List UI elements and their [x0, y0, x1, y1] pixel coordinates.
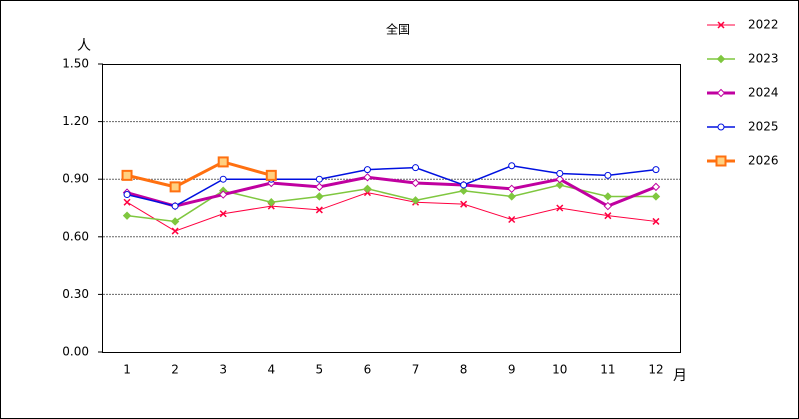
point [603, 192, 613, 201]
point [411, 178, 420, 188]
point [555, 180, 564, 190]
legend-label: 2022 [748, 18, 779, 32]
point [651, 192, 661, 201]
x-tick-label: 2 [171, 363, 179, 377]
point [508, 162, 516, 170]
point [315, 206, 323, 214]
point [411, 196, 420, 205]
series-line [126, 164, 657, 207]
point [507, 184, 516, 194]
point [652, 166, 660, 174]
y-axis-label: 人 [77, 38, 91, 54]
legend-marker [717, 123, 725, 131]
legend-marker [716, 54, 726, 64]
point [604, 212, 612, 220]
point [363, 173, 372, 182]
y-tick-label: 1.20 [62, 114, 89, 128]
legend-label: 2026 [748, 154, 779, 168]
point [265, 169, 277, 181]
point [604, 171, 612, 179]
point [556, 169, 564, 177]
point [363, 166, 371, 174]
point [267, 198, 276, 207]
point [123, 198, 131, 206]
point [219, 175, 227, 183]
point [412, 164, 420, 172]
point [652, 217, 660, 225]
legend-label: 2024 [748, 86, 779, 100]
x-axis-label: 月 [673, 368, 687, 384]
point [507, 192, 516, 201]
y-tick-label: 0.30 [62, 287, 89, 301]
point [219, 210, 227, 218]
point [508, 215, 516, 224]
point [315, 175, 323, 183]
legend-marker [716, 88, 726, 98]
point [556, 204, 564, 212]
point [170, 217, 180, 226]
series-line [126, 192, 657, 232]
point [363, 184, 372, 194]
point [460, 181, 468, 189]
x-tick-label: 6 [364, 363, 372, 377]
point [460, 200, 468, 208]
x-tick-label: 11 [600, 363, 615, 377]
legend-label: 2023 [748, 52, 779, 66]
x-tick-label: 1 [123, 363, 131, 377]
point [555, 174, 564, 184]
point [315, 182, 324, 192]
point [123, 191, 131, 199]
point [459, 186, 468, 195]
x-tick-label: 3 [219, 363, 227, 377]
point [122, 211, 132, 220]
y-tick-label: 0.60 [62, 229, 89, 243]
y-tick-label: 0.90 [62, 172, 89, 186]
point [171, 202, 179, 210]
x-tick-label: 9 [508, 363, 516, 377]
plot-area [102, 64, 681, 353]
legend-marker [715, 155, 727, 167]
series-line [126, 175, 657, 208]
x-tick-label: 7 [412, 363, 420, 377]
y-tick-label: 1.50 [62, 57, 89, 71]
point [217, 156, 229, 168]
x-tick-label: 4 [267, 363, 275, 377]
legend-marker [717, 21, 725, 29]
point [171, 227, 179, 235]
point [169, 181, 181, 193]
point [121, 169, 133, 181]
x-tick-label: 5 [316, 363, 324, 377]
point [315, 192, 324, 201]
point [651, 182, 661, 192]
x-tick-label: 12 [648, 363, 663, 377]
x-tick-label: 10 [552, 363, 567, 377]
series-line [126, 160, 272, 189]
legend-label: 2025 [748, 120, 779, 134]
point [603, 201, 613, 211]
x-tick-label: 8 [460, 363, 468, 377]
point [219, 190, 228, 199]
y-tick-label: 0.00 [62, 345, 89, 359]
chart-title: 全国 [386, 22, 410, 37]
